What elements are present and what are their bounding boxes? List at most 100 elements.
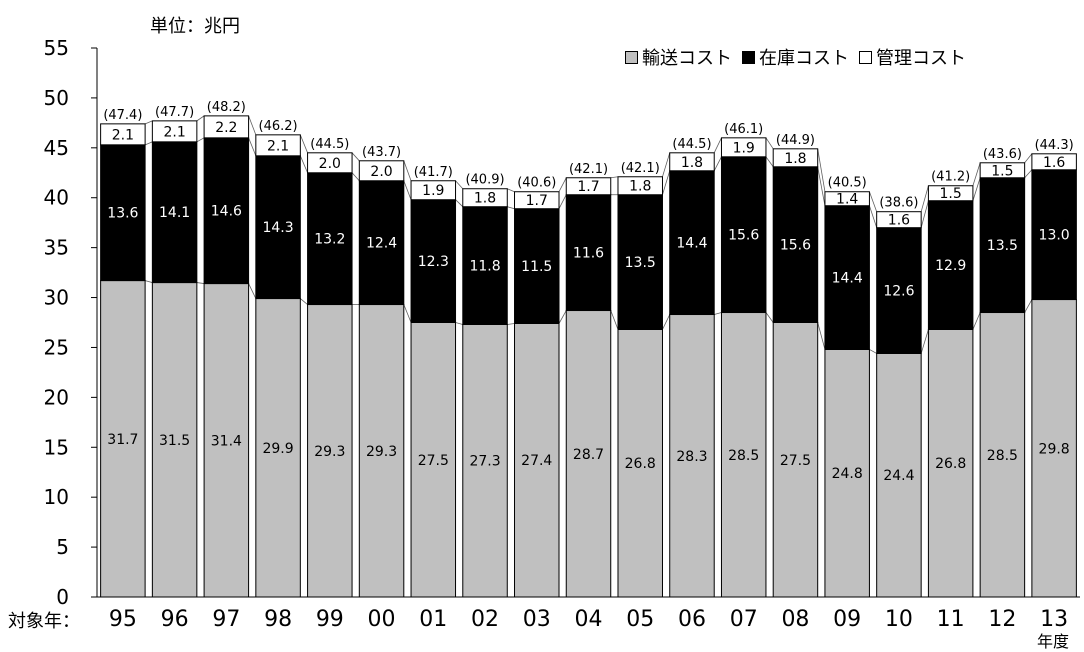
series-connector-line — [972, 312, 981, 330]
y-tick-label: 40 — [44, 186, 69, 210]
bar-segment — [514, 322, 560, 598]
bar-segment — [669, 314, 715, 598]
bar-total-label: (47.4) — [103, 108, 142, 123]
bar-segment — [979, 177, 1026, 314]
bar-segment — [203, 115, 250, 139]
series-connector-line — [144, 141, 153, 146]
series-connector-line — [1024, 299, 1033, 313]
bar-segment — [514, 208, 560, 324]
series-connector-line — [403, 304, 412, 323]
series-connector-line — [455, 180, 464, 190]
bar-total-label: (42.1) — [621, 161, 660, 176]
bar-value-label: 14.4 — [676, 236, 707, 252]
bar-segment — [255, 155, 301, 300]
series-connector-line — [248, 115, 257, 135]
bar-total-label: (41.7) — [414, 165, 453, 180]
y-tick-label: 10 — [44, 485, 69, 509]
x-tick-label: 01 — [419, 607, 447, 632]
bar-value-label: 2.0 — [370, 164, 392, 180]
x-axis-unit: 年度 — [1037, 632, 1070, 651]
legend-item-inventory: 在庫コスト — [742, 44, 849, 70]
bar-total-label: (38.6) — [879, 196, 918, 211]
bar-total-label: (44.9) — [776, 133, 815, 148]
bar-segment — [100, 123, 146, 146]
x-tick-label: 99 — [316, 607, 344, 632]
series-connector-line — [972, 162, 981, 186]
series-connector-line — [351, 152, 360, 162]
x-tick-label: 11 — [937, 607, 965, 632]
bar-value-label: 29.9 — [262, 441, 293, 457]
bar-value-label: 14.4 — [832, 271, 863, 287]
bar-segment — [876, 211, 922, 229]
bar-value-label: 31.4 — [211, 433, 242, 449]
series-connector-line — [300, 298, 308, 305]
bar-value-label: 13.0 — [1039, 228, 1070, 244]
bar-segment — [617, 194, 663, 330]
series-connector-line — [248, 283, 257, 299]
bar-segment — [876, 227, 922, 354]
bar-value-label: 1.6 — [1043, 155, 1065, 171]
series-connector-line — [403, 180, 412, 200]
bar-segment — [462, 323, 508, 598]
bar-value-label: 27.3 — [469, 454, 500, 470]
bar-segment — [307, 152, 353, 174]
bar-segment — [927, 185, 974, 202]
bar-value-label: 1.4 — [836, 192, 858, 208]
bar-segment — [410, 322, 457, 598]
bar-segment — [100, 144, 146, 282]
y-tick-label: 30 — [44, 286, 69, 310]
bar-value-label: 28.5 — [987, 448, 1018, 464]
bar-segment — [824, 348, 870, 598]
series-connector-line — [403, 160, 412, 181]
x-tick-label: 07 — [730, 607, 758, 632]
series-connector-line — [455, 199, 464, 207]
series-connector-line — [558, 194, 567, 209]
series-connector-line — [196, 115, 205, 122]
series-connector-line — [713, 137, 722, 153]
bar-segment — [255, 134, 301, 157]
bar-value-label: 11.8 — [469, 259, 500, 275]
bar-value-label: 2.1 — [163, 124, 185, 140]
bar-value-label: 26.8 — [625, 456, 656, 472]
series-connector-line — [1024, 169, 1033, 179]
bar-value-label: 29.3 — [366, 444, 397, 460]
bar-value-label: 24.8 — [832, 466, 863, 482]
bar-total-label: (46.2) — [259, 119, 298, 134]
bar-value-label: 1.8 — [784, 151, 806, 167]
bar-segment — [979, 312, 1026, 598]
bar-value-label: 12.9 — [935, 258, 966, 274]
legend: 輸送コスト 在庫コスト 管理コスト — [625, 44, 966, 70]
series-connector-line — [765, 312, 774, 323]
series-connector-line — [507, 188, 515, 193]
bar-segment — [255, 298, 301, 598]
x-tick-label: 02 — [471, 607, 499, 632]
series-connector-line — [920, 185, 929, 212]
series-connector-line — [299, 134, 308, 153]
bar-segment — [876, 352, 922, 598]
bar-segment — [927, 200, 974, 330]
bar-value-label: 26.8 — [935, 456, 966, 472]
bar-value-label: 29.8 — [1039, 441, 1070, 457]
series-connector-line — [920, 329, 929, 354]
series-connector-line — [610, 176, 619, 179]
bar-segment — [824, 191, 870, 207]
x-tick-label: 08 — [781, 607, 809, 632]
bar-value-label: 1.7 — [577, 179, 599, 195]
bar-total-label: (43.7) — [362, 145, 401, 160]
legend-label-transport: 輸送コスト — [642, 48, 732, 69]
bar-value-label: 29.3 — [314, 444, 345, 460]
series-connector-line — [248, 137, 257, 156]
series-connector-line — [817, 322, 826, 350]
bar-segment — [565, 194, 612, 312]
legend-swatch-transport — [625, 50, 638, 64]
bar-total-label: (44.3) — [1035, 138, 1074, 153]
bar-value-label: 14.6 — [211, 204, 242, 220]
bar-segment — [927, 328, 974, 598]
bar-value-label: 1.9 — [422, 183, 444, 199]
bar-segment — [824, 205, 870, 350]
bar-total-label: (41.2) — [931, 170, 970, 185]
bar-total-label: (47.7) — [155, 105, 194, 120]
bar-segment — [462, 206, 508, 325]
legend-swatch-management — [859, 50, 872, 64]
